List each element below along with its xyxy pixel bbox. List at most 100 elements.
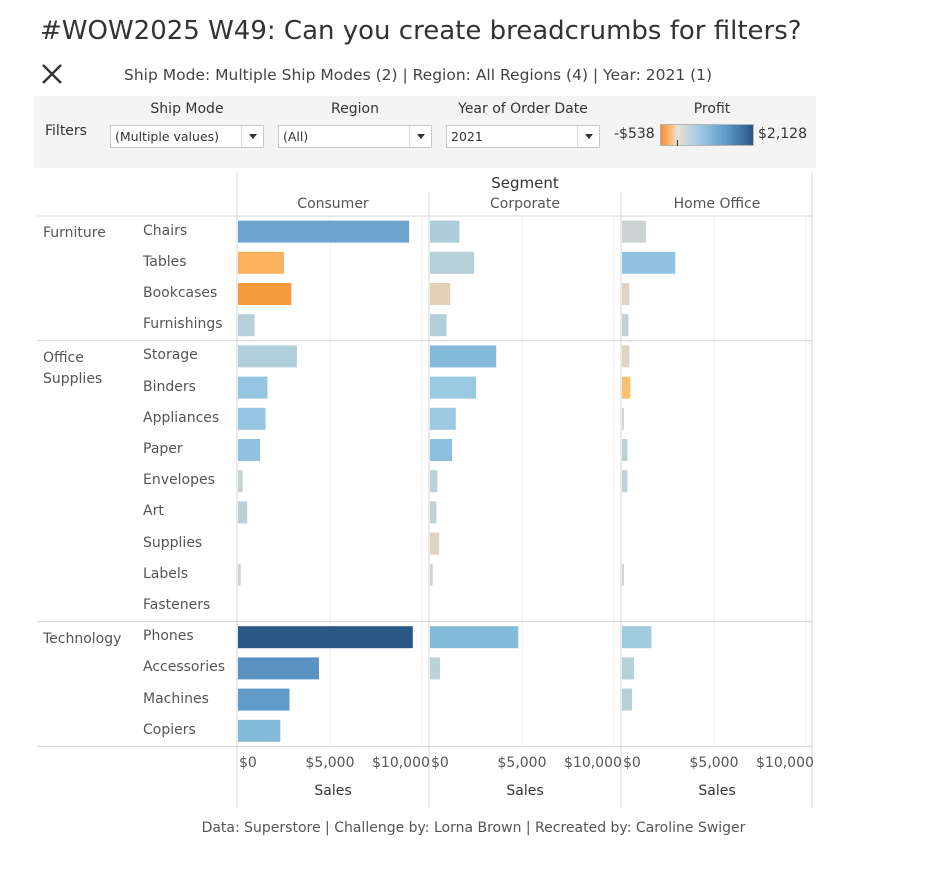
x-axis-tick-label: $5,000 [305,755,355,771]
bar[interactable] [430,657,441,680]
bar[interactable] [622,251,676,274]
x-axis-tick-label: $10,000 [372,755,430,771]
bar[interactable] [238,376,268,399]
bar[interactable] [622,657,634,680]
ship-mode-dropdown[interactable]: (Multiple values) [110,125,264,148]
subcategory-label: Appliances [143,409,220,426]
category-label: Technology [43,630,122,647]
category-label: Office Supplies [43,349,103,387]
bar[interactable] [238,251,284,274]
bar[interactable] [622,376,631,399]
year-value: 2021 [451,129,483,144]
bar[interactable] [430,345,497,368]
x-axis-title: Sales [506,783,544,799]
x-axis-tick-label: $10,000 [564,755,622,771]
year-dropdown[interactable]: 2021 [446,125,600,148]
bar[interactable] [430,563,433,586]
bar[interactable] [238,470,243,493]
region-dropdown[interactable]: (All) [278,125,432,148]
bar[interactable] [622,688,633,711]
bar[interactable] [622,220,646,243]
bar[interactable] [622,345,630,368]
breadcrumb: Ship Mode: Multiple Ship Modes (2) | Reg… [124,66,713,84]
x-axis-tick-label: $0 [431,755,449,771]
x-axis-tick-label: $10,000 [756,755,814,771]
bar[interactable] [238,626,413,649]
subcategory-label: Furnishings [143,316,223,333]
bar[interactable] [238,407,266,430]
bar[interactable] [238,657,319,680]
bar[interactable] [622,470,628,493]
bar[interactable] [430,407,456,430]
bar[interactable] [238,345,297,368]
bar[interactable] [430,501,437,524]
bar[interactable] [430,220,460,243]
bar[interactable] [430,283,451,305]
bar[interactable] [430,470,438,493]
close-icon[interactable] [40,62,64,86]
chevron-down-icon[interactable] [241,126,263,147]
x-axis-tick-label: $5,000 [689,755,739,771]
profit-zero-marker [677,140,678,146]
bar[interactable] [238,719,281,742]
bar[interactable] [430,532,440,555]
x-axis-title: Sales [314,783,352,799]
bar[interactable] [430,439,453,461]
subcategory-label: Accessories [143,659,226,676]
bar[interactable] [238,314,255,337]
footer-credits: Data: Superstore | Challenge by: Lorna B… [201,820,746,836]
subcategory-label: Storage [143,347,198,364]
page-title: #WOW2025 W49: Can you create breadcrumbs… [40,16,802,46]
bar[interactable] [238,688,290,711]
chevron-down-icon[interactable] [409,126,431,147]
bar[interactable] [622,626,652,649]
segment-label-corporate: Corporate [490,196,560,212]
segment-label-home-office: Home Office [673,196,761,212]
subcategory-label: Fasteners [143,597,211,613]
bar[interactable] [238,220,410,243]
bar[interactable] [622,314,629,337]
bar[interactable] [238,501,248,524]
bar[interactable] [238,563,241,586]
profit-legend-min: -$538 [614,126,655,142]
ship-mode-value: (Multiple values) [115,129,220,144]
subcategory-label: Tables [143,253,187,270]
profit-legend-max: $2,128 [758,126,807,142]
bar[interactable] [622,563,624,586]
subcategory-label: Art [143,503,164,520]
x-axis-title: Sales [698,783,736,799]
region-value: (All) [283,129,309,144]
subcategory-label: Phones [143,628,194,645]
profit-legend-title: Profit [693,101,731,117]
ship-mode-label: Ship Mode [150,101,224,117]
profit-color-ramp[interactable] [660,124,754,146]
segment-label-consumer: Consumer [297,196,369,212]
bar[interactable] [238,439,261,461]
segment-header: Segment [491,174,559,192]
bar[interactable] [430,251,475,274]
x-axis-tick-label: $5,000 [497,755,547,771]
subcategory-label: Machines [143,690,209,707]
subcategory-label: Supplies [143,534,203,551]
filters-label: Filters [45,123,87,139]
chevron-down-icon[interactable] [577,126,599,147]
subcategory-label: Envelopes [143,472,215,489]
x-axis-tick-label: $0 [623,755,641,771]
bar[interactable] [430,376,476,399]
bar[interactable] [622,439,628,461]
bar[interactable] [622,283,630,305]
subcategory-label: Bookcases [143,285,218,301]
category-label: Furniture [43,225,106,241]
subcategory-label: Copiers [143,721,196,738]
bar[interactable] [238,283,292,305]
year-label: Year of Order Date [458,101,588,117]
bar[interactable] [622,407,624,430]
region-label: Region [331,101,379,117]
bar[interactable] [430,626,519,649]
subcategory-label: Labels [143,565,189,582]
x-axis-tick-label: $0 [239,755,257,771]
bar[interactable] [430,314,447,337]
subcategory-label: Paper [143,441,183,457]
subcategory-label: Chairs [143,222,188,239]
